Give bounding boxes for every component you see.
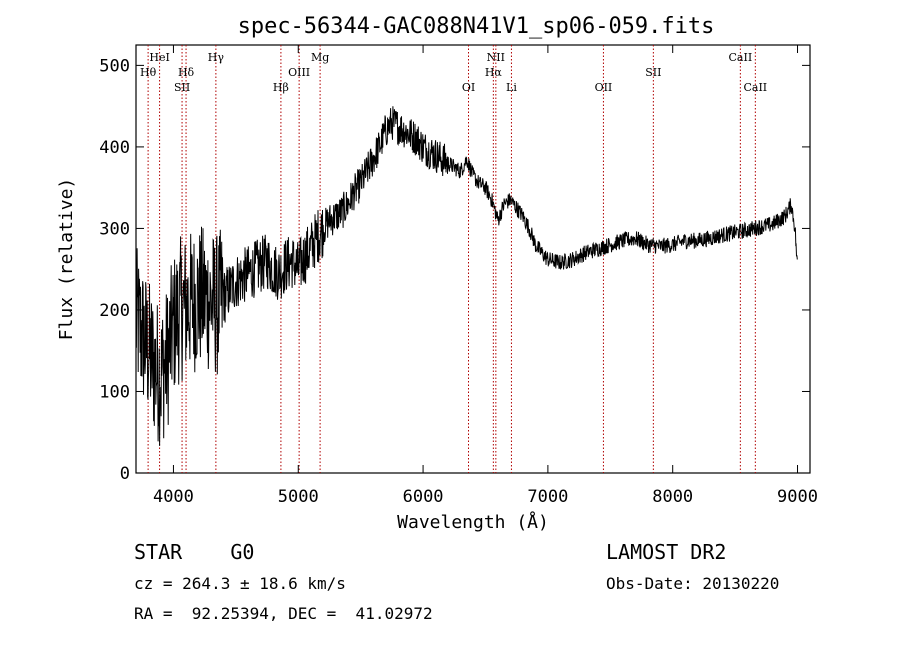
line-marker-label: CaII (729, 51, 753, 64)
line-marker-label: Hγ (208, 51, 225, 64)
line-marker-label: Hδ (178, 66, 195, 79)
x-tick-label: 8000 (652, 487, 693, 507)
redshift-text: cz = 264.3 ± 18.6 km/s (134, 574, 346, 593)
line-marker-label: Hθ (140, 66, 157, 79)
x-axis-label: Wavelength (Å) (397, 511, 549, 533)
line-marker-label: SII (174, 81, 190, 94)
survey-name: LAMOST DR2 (606, 540, 726, 564)
line-marker-label: OII (595, 81, 613, 94)
coordinates-text: RA = 92.25394, DEC = 41.02972 (134, 604, 433, 623)
x-tick-label: 6000 (403, 487, 444, 507)
line-marker-label: OIII (288, 66, 310, 79)
y-tick-label: 100 (99, 382, 130, 402)
line-marker-label: CaII (743, 81, 767, 94)
plot-frame (135, 44, 811, 474)
line-marker-label: HeI (149, 51, 169, 64)
line-marker-label: Hα (485, 66, 503, 79)
object-class: STAR G0 (134, 540, 254, 564)
x-tick-label: 5000 (278, 487, 319, 507)
y-tick-label: 0 (120, 464, 130, 484)
axis-ticks: 4000 5000 6000 7000 8000 9000 0 100 200 300 400 500 (99, 45, 818, 507)
line-marker-label: Hβ (273, 81, 289, 94)
x-tick-label: 9000 (777, 487, 818, 507)
line-marker-label: NII (487, 51, 505, 64)
obs-date: Obs-Date: 20130220 (606, 574, 779, 593)
y-tick-label: 300 (99, 219, 130, 239)
y-tick-label: 400 (99, 138, 130, 158)
y-tick-label: 500 (99, 56, 130, 76)
line-marker-label: Mg (311, 51, 329, 64)
x-tick-label: 7000 (527, 487, 568, 507)
flux-line (135, 106, 798, 446)
line-marker-label: OI (462, 81, 475, 94)
line-marker-label: Li (506, 81, 517, 94)
y-axis-label: Flux (relative) (56, 178, 77, 341)
line-marker-label: SII (645, 66, 661, 79)
y-tick-label: 200 (99, 301, 130, 321)
chart-title: spec-56344-GAC088N41V1_sp06-059.fits (238, 14, 715, 39)
x-tick-label: 4000 (153, 487, 194, 507)
